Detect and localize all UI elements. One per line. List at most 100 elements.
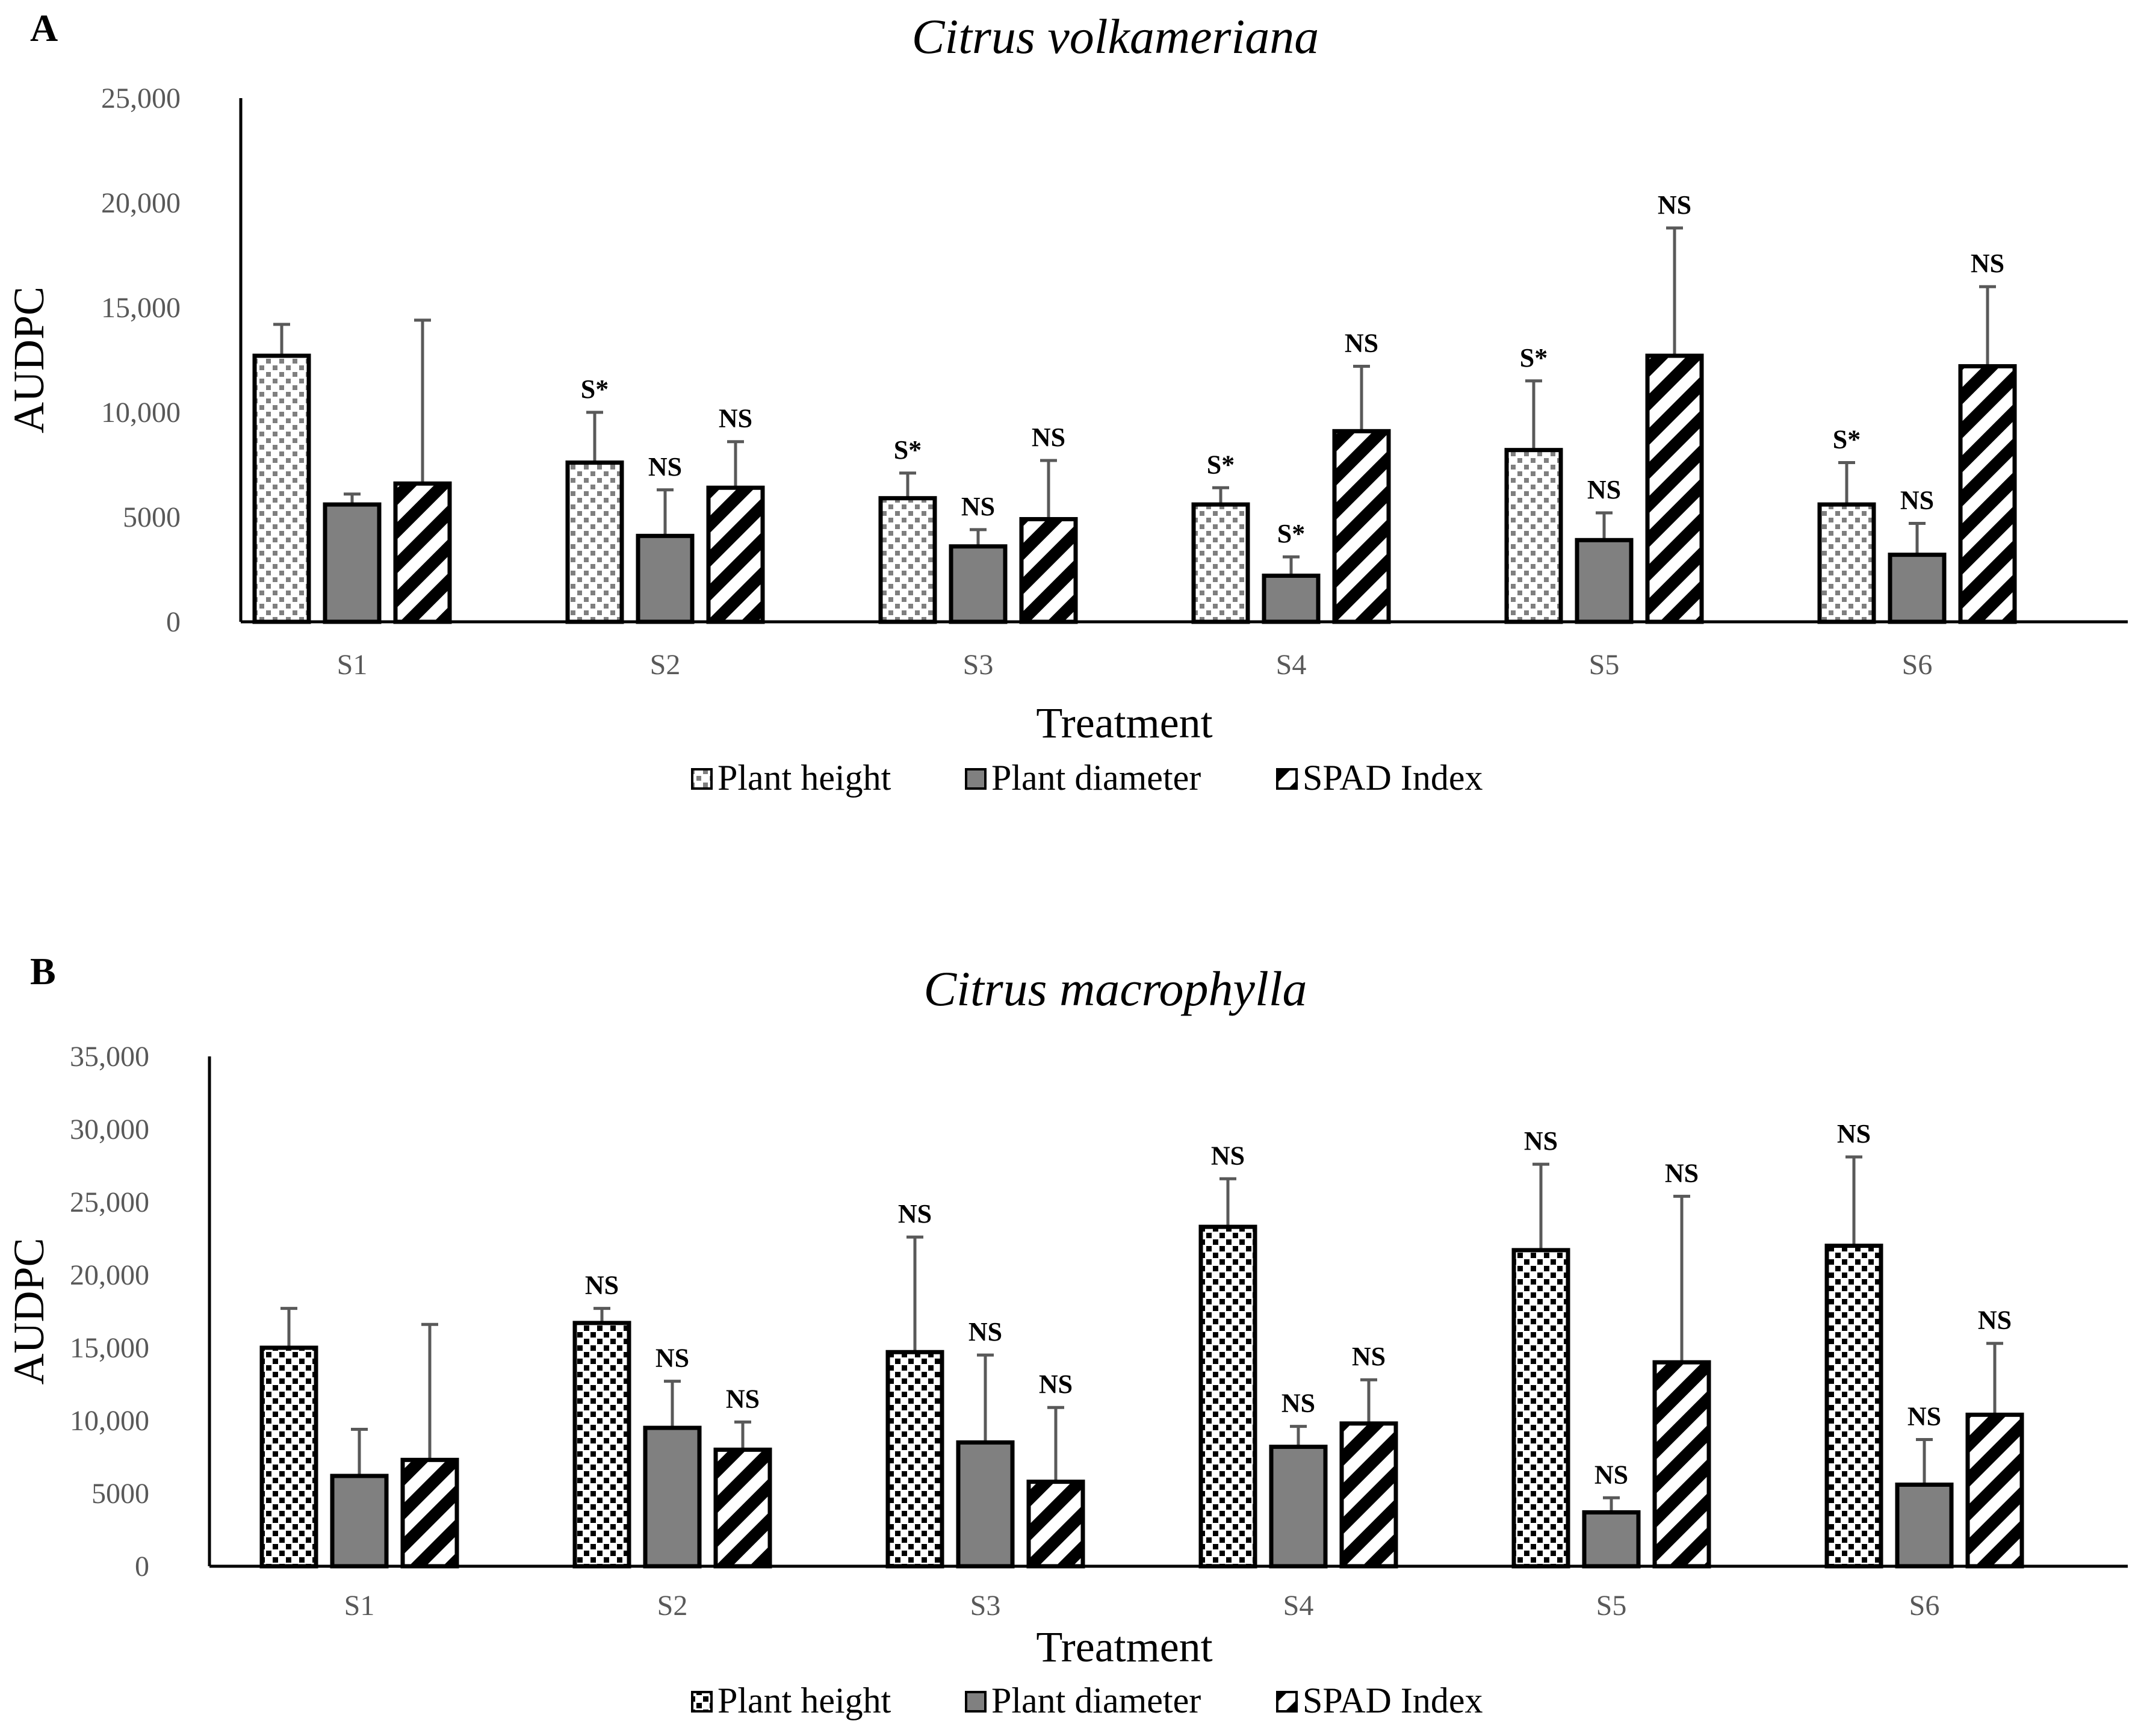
legend-swatch	[965, 768, 987, 790]
bar	[949, 544, 1008, 624]
legend-label: SPAD Index	[1303, 1681, 1483, 1720]
y-tick-label: 10,000	[101, 397, 181, 429]
chart-citrus-volkameriana: A Citrus volkameriana 0 5000 10,000 15,000 20,…	[5, 7, 2128, 798]
y-tick-label: 20,000	[70, 1259, 149, 1291]
significance-label: S*	[1277, 519, 1305, 548]
chart-title: Citrus macrophylla	[923, 961, 1307, 1016]
chart-title: Citrus volkameriana	[912, 9, 1319, 64]
significance-label: NS	[961, 492, 995, 521]
y-tick-label: 10,000	[70, 1405, 149, 1437]
significance-label: NS	[1352, 1342, 1386, 1371]
significance-label: NS	[1837, 1119, 1871, 1149]
bar	[400, 1457, 459, 1569]
significance-label: S*	[1833, 425, 1861, 454]
bar	[643, 1425, 702, 1569]
x-tick-label: S6	[1909, 1590, 1940, 1622]
x-tick-label: S3	[963, 649, 994, 681]
panel-letter: B	[30, 950, 56, 993]
y-tick-label: 5000	[91, 1478, 149, 1510]
significance-label: NS	[1907, 1401, 1941, 1431]
significance-label: NS	[1971, 249, 2004, 278]
significance-label: NS	[1032, 423, 1065, 452]
bar	[1332, 429, 1391, 624]
bar	[1965, 1412, 2024, 1569]
legend-label: Plant height	[717, 1681, 891, 1720]
significance-label: S*	[894, 435, 922, 465]
significance-label: NS	[968, 1317, 1002, 1347]
y-tick-label: 30,000	[70, 1114, 149, 1145]
bar	[706, 485, 765, 624]
bar	[1958, 364, 2017, 624]
significance-label: NS	[1345, 328, 1378, 358]
bar	[1645, 353, 1704, 624]
legend-label: SPAD Index	[1303, 758, 1483, 798]
significance-label: NS	[1524, 1126, 1558, 1156]
legend-swatch	[691, 768, 713, 790]
bar	[323, 502, 382, 624]
significance-label: S*	[581, 374, 609, 404]
significance-label: NS	[1039, 1369, 1073, 1399]
significance-label: NS	[1658, 190, 1691, 220]
bar	[1575, 538, 1634, 624]
bar	[885, 1350, 944, 1569]
y-tick-label: 5000	[123, 501, 181, 533]
bar	[878, 496, 937, 624]
x-tick-label: S4	[1276, 649, 1307, 681]
legend-swatch	[1276, 768, 1298, 790]
x-tick-label: S2	[657, 1590, 688, 1622]
bar	[259, 1345, 318, 1569]
y-tick-label: 0	[166, 606, 181, 638]
bar	[1019, 516, 1078, 624]
bar	[1652, 1360, 1711, 1569]
significance-label: NS	[585, 1271, 619, 1300]
significance-label: S*	[1520, 343, 1548, 373]
significance-label: NS	[719, 404, 752, 433]
bar	[1262, 573, 1321, 624]
x-axis-title: Treatment	[1036, 699, 1212, 747]
x-tick-label: S2	[650, 649, 681, 681]
bar	[1888, 553, 1947, 624]
y-tick-label: 35,000	[70, 1041, 149, 1073]
bar	[1191, 502, 1250, 624]
bar	[1895, 1482, 1954, 1569]
chart-citrus-macrophylla: B Citrus macrophylla 0 5000 10,000 15,000 20,0…	[5, 950, 2128, 1720]
significance-label: NS	[1900, 485, 1934, 515]
bar	[1817, 502, 1876, 624]
significance-label: NS	[1978, 1306, 2012, 1335]
significance-label: NS	[726, 1384, 760, 1413]
legend-swatch	[965, 1691, 987, 1713]
x-tick-label: S5	[1596, 1590, 1627, 1622]
legend-label: Plant diameter	[991, 1681, 1201, 1720]
bar	[393, 481, 452, 624]
y-axis-title: AUDPC	[5, 287, 53, 433]
x-tick-label: S5	[1589, 649, 1620, 681]
legend-swatch	[1276, 1691, 1298, 1713]
bar	[1198, 1224, 1257, 1569]
significance-label: NS	[1587, 475, 1621, 504]
bar	[1824, 1244, 1883, 1569]
x-tick-label: S6	[1902, 649, 1933, 681]
x-tick-label: S3	[970, 1590, 1001, 1622]
y-tick-label: 20,000	[101, 187, 181, 219]
bar	[1511, 1248, 1570, 1569]
bar	[330, 1474, 389, 1569]
panel-letter: A	[30, 7, 58, 49]
legend-label: Plant height	[717, 758, 891, 798]
significance-label: NS	[1281, 1389, 1315, 1418]
significance-label: S*	[1207, 450, 1235, 479]
bar	[1339, 1421, 1398, 1569]
x-axis-title: Treatment	[1036, 1623, 1212, 1671]
significance-label: NS	[1211, 1141, 1245, 1170]
significance-label: NS	[655, 1344, 689, 1373]
y-tick-label: 0	[135, 1551, 149, 1583]
significance-label: NS	[1594, 1460, 1628, 1489]
significance-label: NS	[648, 452, 682, 482]
bar	[572, 1321, 631, 1569]
y-tick-label: 15,000	[101, 292, 181, 324]
legend-swatch	[691, 1691, 713, 1713]
x-tick-label: S4	[1283, 1590, 1314, 1622]
bar	[1582, 1510, 1641, 1569]
y-tick-label: 15,000	[70, 1332, 149, 1364]
x-tick-label: S1	[344, 1590, 375, 1622]
